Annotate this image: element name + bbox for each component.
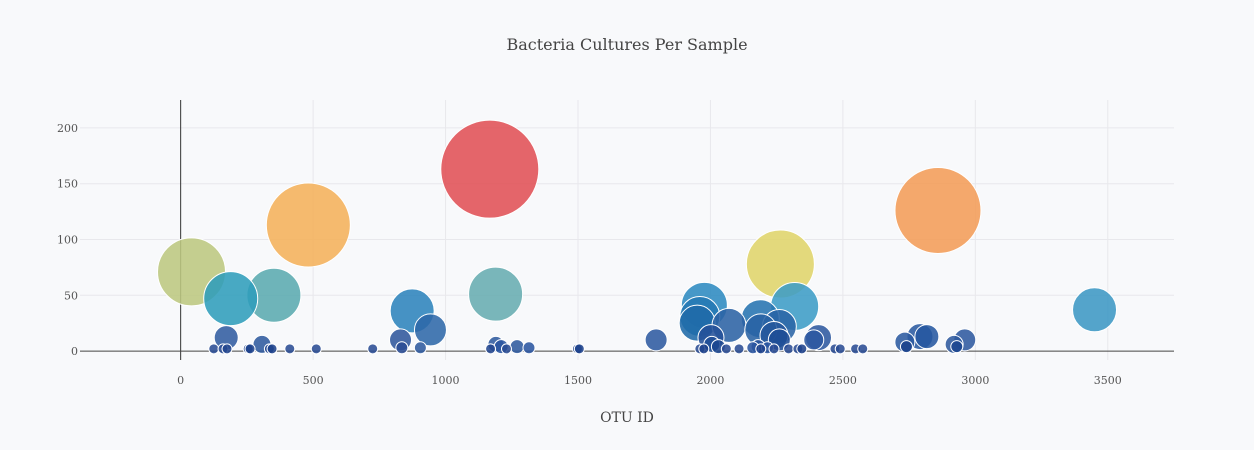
x-tick-label: 500 bbox=[303, 374, 324, 387]
bubble-point[interactable] bbox=[768, 343, 780, 355]
bubble-point[interactable] bbox=[265, 182, 351, 268]
x-tick-label: 3000 bbox=[961, 374, 989, 387]
bubble-point[interactable] bbox=[208, 343, 220, 355]
bubble-point[interactable] bbox=[244, 343, 256, 355]
bubble-point[interactable] bbox=[284, 343, 296, 355]
tick-labels: 0 500 1000 1500 2000 2500 3000 3500 0 50 100 150 200 bbox=[57, 122, 1122, 387]
bubble-point[interactable] bbox=[203, 271, 259, 327]
bubble-point[interactable] bbox=[783, 343, 795, 355]
y-tick-label: 150 bbox=[57, 178, 78, 191]
x-axis-label: OTU ID bbox=[600, 410, 654, 426]
bubble-point[interactable] bbox=[221, 343, 233, 355]
bubble-point[interactable] bbox=[485, 343, 497, 355]
bubble-point[interactable] bbox=[573, 343, 585, 355]
x-tick-label: 1500 bbox=[564, 374, 592, 387]
bubble-point[interactable] bbox=[522, 341, 536, 355]
bubble-point[interactable] bbox=[395, 341, 409, 355]
bubble-point[interactable] bbox=[950, 340, 964, 354]
x-tick-label: 1000 bbox=[432, 374, 460, 387]
bubble-point[interactable] bbox=[857, 343, 869, 355]
bubble-point[interactable] bbox=[803, 329, 825, 351]
x-tick-label: 2000 bbox=[696, 374, 724, 387]
x-tick-label: 0 bbox=[177, 374, 184, 387]
bubble-point[interactable] bbox=[500, 343, 512, 355]
bubbles bbox=[157, 119, 1118, 355]
bubble-point[interactable] bbox=[310, 343, 322, 355]
chart-title: Bacteria Cultures Per Sample bbox=[506, 35, 747, 54]
bubble-point[interactable] bbox=[367, 343, 379, 355]
x-tick-label: 3500 bbox=[1094, 374, 1122, 387]
bubble-point[interactable] bbox=[266, 343, 278, 355]
bubble-point[interactable] bbox=[1072, 287, 1118, 333]
bubble-point[interactable] bbox=[720, 343, 732, 355]
bubble-point[interactable] bbox=[755, 343, 767, 355]
bubble-point[interactable] bbox=[413, 313, 447, 347]
bubble-point[interactable] bbox=[733, 343, 745, 355]
y-tick-label: 200 bbox=[57, 122, 78, 135]
bubble-point[interactable] bbox=[834, 343, 846, 355]
y-tick-label: 50 bbox=[64, 289, 78, 302]
y-tick-label: 100 bbox=[57, 233, 78, 246]
x-tick-label: 2500 bbox=[829, 374, 857, 387]
bubble-point[interactable] bbox=[468, 266, 524, 322]
bubble-point[interactable] bbox=[440, 119, 540, 219]
bubble-point[interactable] bbox=[644, 328, 668, 352]
bubble-point[interactable] bbox=[894, 166, 982, 254]
bubble-point[interactable] bbox=[413, 341, 427, 355]
bubble-point[interactable] bbox=[509, 339, 525, 355]
bubble-point[interactable] bbox=[796, 343, 808, 355]
bubble-point[interactable] bbox=[914, 324, 940, 350]
y-tick-label: 0 bbox=[71, 345, 78, 358]
bubble-point[interactable] bbox=[698, 343, 710, 355]
bubble-point[interactable] bbox=[899, 340, 913, 354]
